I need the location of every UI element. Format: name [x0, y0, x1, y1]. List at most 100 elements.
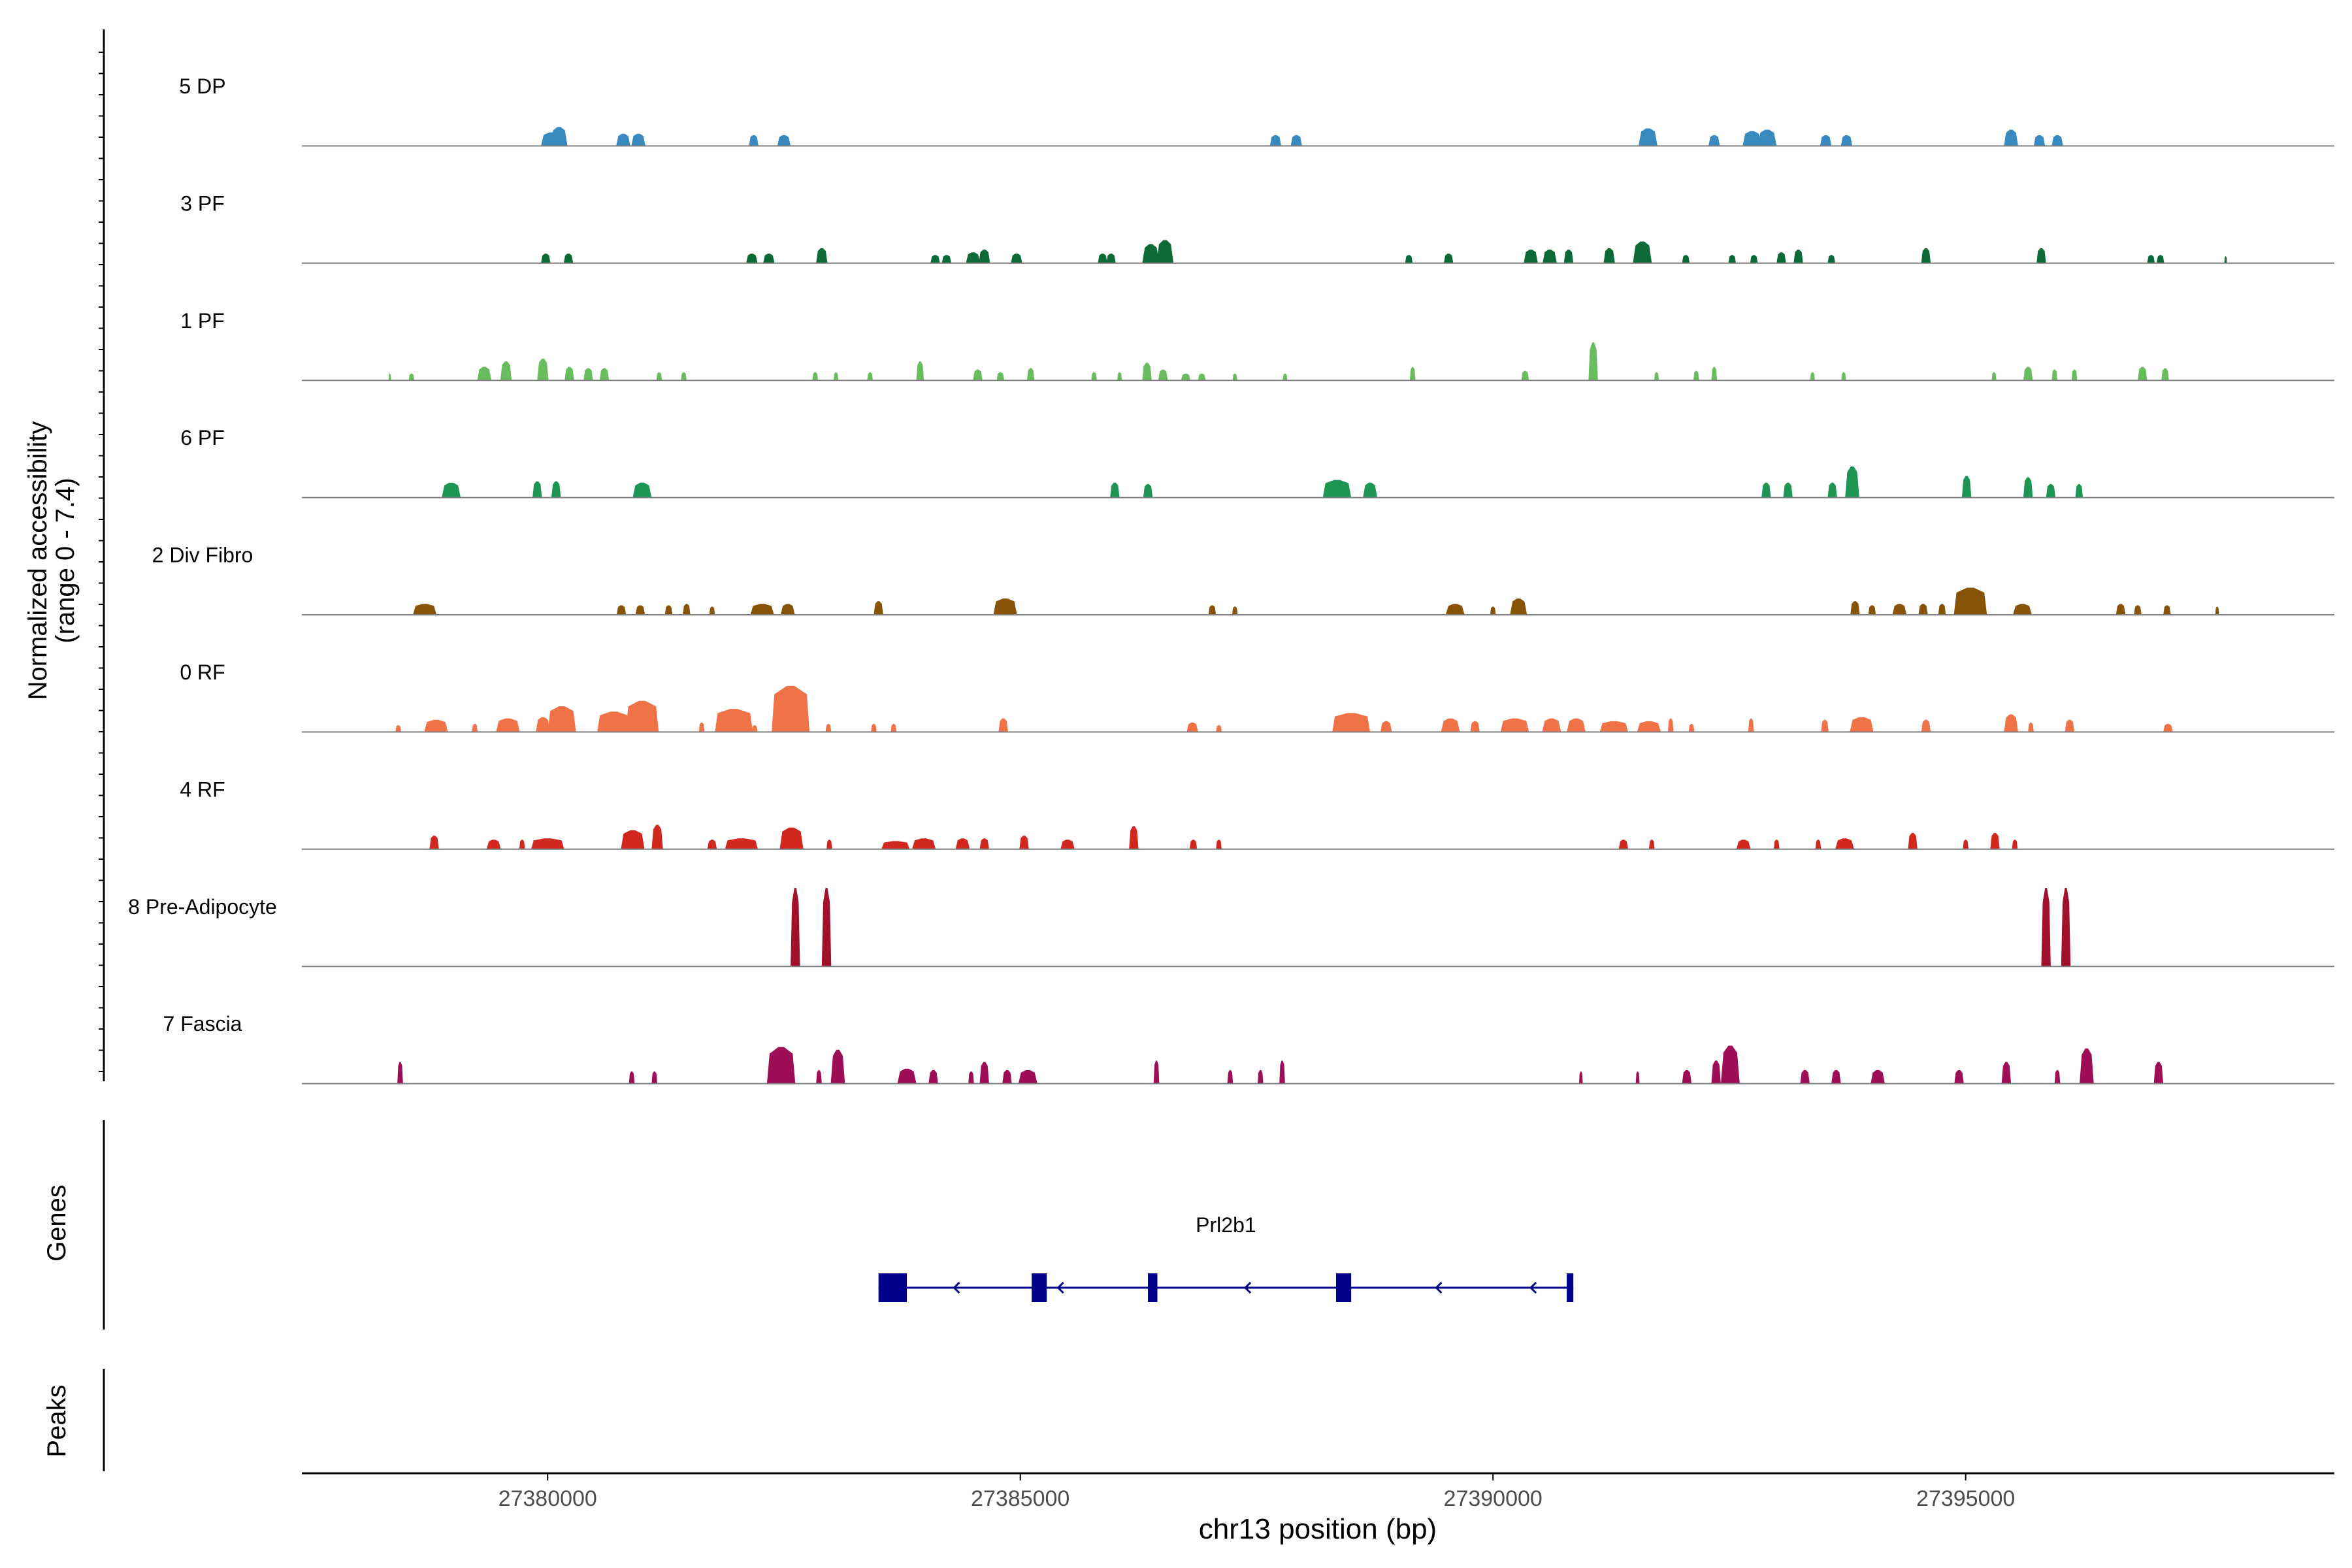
coverage-peak: [833, 372, 839, 381]
strand-arrow-icon: [953, 1281, 960, 1294]
coverage-peak: [1708, 135, 1720, 146]
coverage-peak: [1682, 255, 1690, 263]
coverage-peak: [2051, 135, 2063, 146]
coverage-peak: [1654, 372, 1659, 381]
coverage-peak: [2051, 369, 2058, 381]
coverage-peak: [1110, 482, 1120, 498]
coverage-peak: [616, 133, 630, 146]
coverage-peak: [2023, 367, 2033, 381]
coverage-peak: [1921, 248, 1931, 263]
coverage-peak: [1524, 250, 1538, 263]
coverage-peak: [635, 605, 645, 615]
coverage-peak: [1106, 253, 1116, 263]
coverage-peak: [1633, 241, 1652, 263]
coverage-peak: [1757, 129, 1777, 146]
y-axis-title: Normalized accessibility: [24, 421, 52, 700]
track-label: 2 Div Fibro: [152, 544, 253, 567]
coverage-peak: [1060, 840, 1075, 849]
coverage-peak: [1510, 598, 1527, 615]
coverage-peak: [1821, 719, 1829, 732]
coverage-peak: [2023, 477, 2033, 498]
coverage-peak: [1820, 135, 1832, 146]
coverage-peak: [1991, 372, 1997, 381]
coverage-peak: [2153, 1062, 2164, 1084]
coverage-peak: [1810, 372, 1815, 381]
track-6-pf: 6 PF: [180, 426, 2334, 498]
coverage-peak: [2054, 1070, 2061, 1084]
coverage-peak: [550, 127, 568, 146]
coverage-peak: [2215, 606, 2219, 615]
coverage-peak: [1742, 131, 1762, 146]
strand-arrow-icon: [1435, 1281, 1443, 1294]
coverage-peak: [1091, 372, 1097, 381]
coverage-peak: [1711, 367, 1718, 381]
coverage-peak: [1018, 1070, 1037, 1084]
coverage-peak: [1158, 369, 1168, 381]
coverage-peak: [2134, 605, 2142, 615]
coverage-peak: [541, 253, 551, 263]
coverage-peak: [763, 253, 775, 263]
coverage-peak: [2080, 1048, 2094, 1084]
accessibility-y-axis: [99, 29, 105, 1081]
coverage-peak: [750, 604, 774, 615]
coverage-peak: [629, 1071, 635, 1084]
coverage-peak: [397, 1062, 403, 1084]
track-label: 0 RF: [180, 661, 225, 684]
coverage-peak: [472, 723, 478, 732]
coverage-peak: [1773, 840, 1780, 849]
coverage-peak: [408, 373, 415, 381]
coverage-peak: [1117, 372, 1122, 381]
coverage-peak: [632, 482, 652, 498]
genes-track-label: Genes: [42, 1184, 71, 1262]
coverage-peak: [1639, 128, 1658, 146]
coverage-peak: [821, 887, 832, 967]
coverage-peak: [1682, 1070, 1692, 1084]
gene-exon: [878, 1273, 907, 1302]
coverage-peak: [725, 838, 759, 849]
coverage-peak: [1850, 717, 1874, 732]
coverage-peak: [1603, 248, 1615, 263]
coverage-peak: [2161, 368, 2169, 381]
coverage-peak: [2012, 840, 2018, 849]
coverage-peak: [651, 825, 663, 849]
coverage-peak: [825, 723, 832, 732]
coverage-peak: [2075, 483, 2083, 498]
coverage-peak: [966, 252, 981, 263]
coverage-peak: [2065, 719, 2075, 732]
coverage-peak: [979, 250, 990, 263]
coverage-peak: [1405, 255, 1413, 263]
gene-name-label: Prl2b1: [1196, 1213, 1256, 1237]
coverage-peak: [1156, 240, 1174, 263]
coverage-peak: [1841, 372, 1846, 381]
coverage-peak: [1800, 1070, 1810, 1084]
coverage-peak: [1961, 476, 1972, 498]
coverage-peak: [500, 361, 512, 381]
coverage-peak: [912, 838, 936, 849]
coverage-peak: [777, 135, 791, 146]
coverage-peak: [1990, 832, 2000, 849]
coverage-peak: [1198, 373, 1206, 381]
coverage-peak: [532, 481, 542, 498]
coverage-peak: [968, 1071, 974, 1084]
coverage-tracks: 5 DP 3 PF 1 PF 6 PF 2 Div Fibro 0 RF 4 RF 8 Pre…: [128, 74, 2334, 1085]
coverage-peak: [625, 700, 659, 732]
coverage-peak: [2001, 1062, 2012, 1084]
coverage-peak: [751, 725, 758, 732]
coverage-peak: [621, 830, 645, 849]
coverage-peak: [388, 373, 391, 381]
coverage-peak: [867, 372, 873, 381]
coverage-peak: [1490, 606, 1496, 615]
coverage-peak: [897, 1068, 917, 1084]
coverage-peak: [395, 725, 401, 732]
track-3-pf: 3 PF: [180, 191, 2334, 264]
coverage-peak: [1868, 605, 1876, 615]
coverage-peak: [1026, 368, 1035, 381]
coverage-peak: [916, 361, 924, 381]
coverage-peak: [993, 598, 1017, 615]
coverage-peak: [1736, 840, 1751, 849]
coverage-peak: [1618, 840, 1629, 849]
coverage-peak: [812, 372, 819, 381]
coverage-peak: [1098, 253, 1107, 263]
coverage-peak: [597, 711, 630, 732]
